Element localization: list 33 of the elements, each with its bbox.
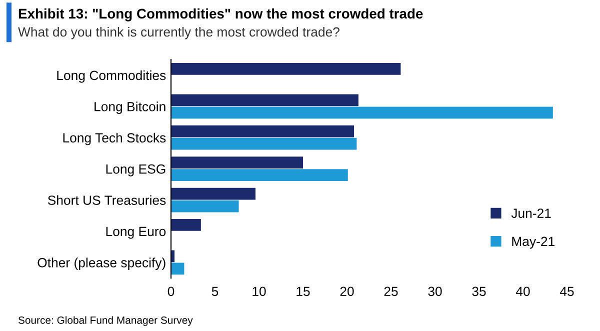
chart-subtitle: What do you think is currently the most crowded trade? <box>18 26 340 40</box>
x-tick-label: 20 <box>340 286 354 296</box>
bar <box>171 125 354 138</box>
bar <box>171 63 401 75</box>
bar <box>171 156 303 168</box>
legend-label: May-21 <box>512 236 554 249</box>
x-tick-label: 5 <box>212 286 218 296</box>
y-tick-label: Long Euro <box>106 226 166 239</box>
legend-label: Jun-21 <box>511 208 551 218</box>
source-note: Source: Global Fund Manager Survey <box>18 316 193 326</box>
x-tick-label: 10 <box>252 286 266 296</box>
bar <box>171 262 184 275</box>
y-tick-label: Long ESG <box>106 164 166 176</box>
bar <box>171 219 201 231</box>
y-tick-label: Short US Treasuries <box>48 195 166 205</box>
y-tick-label: Long Bitcoin <box>94 102 166 114</box>
bar <box>171 106 553 119</box>
x-tick-label: 35 <box>472 286 486 296</box>
bar <box>171 138 357 150</box>
x-tick-label: 15 <box>296 286 310 296</box>
x-tick-label: 25 <box>384 286 398 296</box>
bar <box>171 188 256 200</box>
y-tick-label: Long Tech Stocks <box>63 132 166 146</box>
bar <box>171 200 239 212</box>
chart-title: Exhibit 13: "Long Commodities" now the most crowded trade <box>18 8 423 22</box>
x-tick-label: 45 <box>560 286 574 296</box>
bar <box>171 169 348 181</box>
y-tick-label: Long Commodities <box>57 70 166 83</box>
bar <box>171 94 358 106</box>
y-tick-label: Other (please specify) <box>38 258 166 270</box>
x-tick-label: 0 <box>168 286 174 296</box>
x-tick-label: 30 <box>428 286 442 296</box>
x-tick-label: 40 <box>516 286 530 296</box>
